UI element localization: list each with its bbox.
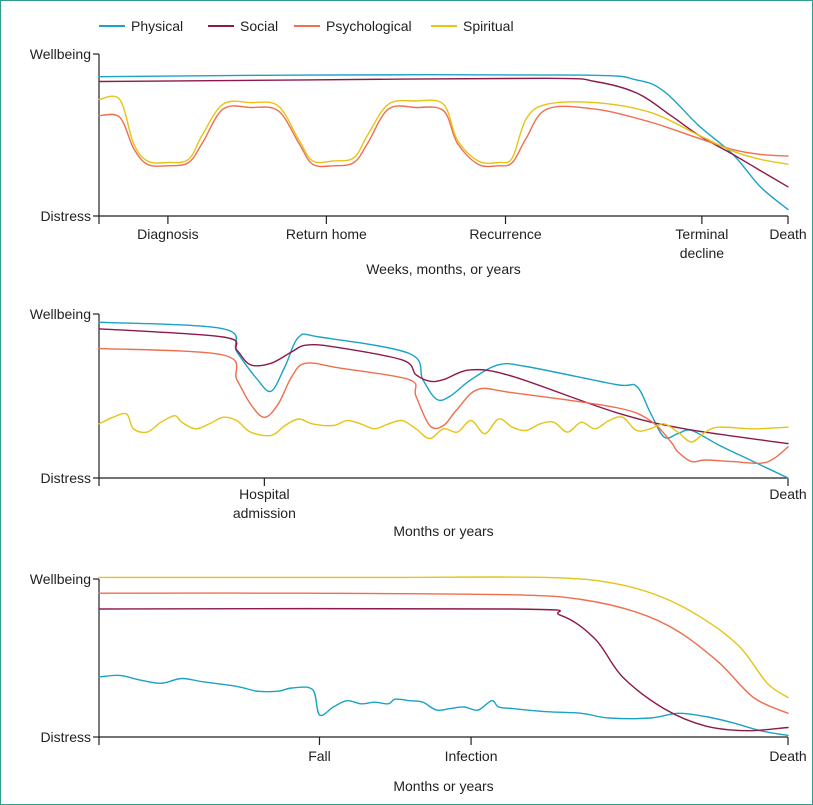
legend-label-social: Social	[240, 18, 278, 34]
x-tick-label-death: Death	[769, 226, 806, 242]
x-axis-label: Weeks, months, or years	[366, 261, 521, 277]
x-tick-label-death: Death	[769, 486, 806, 502]
legend-item-social: Social	[208, 18, 278, 34]
legend-label-spiritual: Spiritual	[463, 18, 514, 34]
y-label-distress: Distress	[40, 208, 91, 224]
x-tick-label-hospital-admission: Hospital admission	[233, 486, 296, 521]
legend-label-physical: Physical	[131, 18, 183, 34]
x-tick-label-terminal-decline: Terminal decline	[675, 226, 728, 261]
x-tick-label-diagnosis: Diagnosis	[137, 226, 198, 242]
series-line-social	[98, 607, 789, 732]
legend-item-psychological: Psychological	[294, 18, 412, 34]
x-tick-label-fall: Fall	[308, 748, 331, 764]
y-label-wellbeing: Wellbeing	[30, 46, 91, 62]
series-line-physical	[98, 674, 789, 737]
legend-item-physical: Physical	[99, 18, 183, 34]
series-line-psychological	[98, 105, 789, 168]
y-label-distress: Distress	[40, 729, 91, 745]
y-label-wellbeing: Wellbeing	[30, 571, 91, 587]
x-tick-label-infection: Infection	[445, 748, 498, 764]
x-tick-label-death: Death	[769, 748, 806, 764]
chart-panel-3: Wellbeing Distress Fall Infection Death Month…	[30, 571, 807, 794]
series-line-spiritual	[98, 576, 789, 699]
series-line-social	[98, 77, 789, 188]
y-label-distress: Distress	[40, 470, 91, 486]
series-line-psychological	[98, 592, 789, 714]
legend: Physical Social Psychological Spiritual	[99, 18, 514, 34]
legend-label-psychological: Psychological	[326, 18, 412, 34]
series-line-physical	[98, 321, 789, 479]
x-axis-label: Months or years	[393, 778, 493, 794]
chart-panel-2: Wellbeing Distress Hospital admission Death M…	[30, 306, 807, 539]
x-axis-label: Months or years	[393, 523, 493, 539]
series-line-psychological	[98, 347, 789, 465]
y-label-wellbeing: Wellbeing	[30, 306, 91, 322]
series-line-physical	[98, 73, 789, 211]
x-tick-label-recurrence: Recurrence	[469, 226, 542, 242]
series-line-spiritual	[98, 95, 789, 165]
x-tick-label-return-home: Return home	[286, 226, 367, 242]
chart-panel-1: Wellbeing Distress Diagnosis Return home Rec…	[30, 46, 807, 277]
legend-item-spiritual: Spiritual	[431, 18, 514, 34]
series-line-social	[98, 328, 789, 445]
series-line-spiritual	[98, 412, 789, 443]
